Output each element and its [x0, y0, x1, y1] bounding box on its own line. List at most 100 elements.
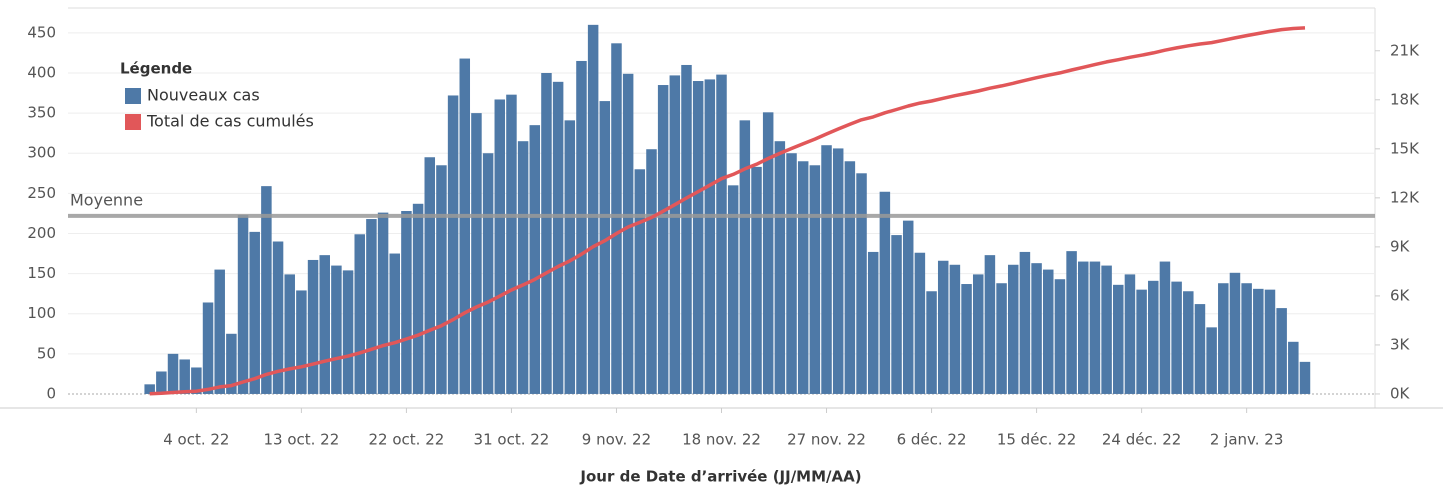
y2-tick-label: 21K: [1390, 41, 1420, 59]
bar: [506, 94, 517, 394]
bar: [354, 234, 365, 394]
bar: [401, 211, 412, 394]
bar: [1148, 280, 1159, 394]
bar: [436, 165, 447, 394]
y2-tick-label: 6K: [1390, 286, 1411, 304]
bar: [809, 165, 821, 394]
bar: [821, 145, 832, 394]
bar: [891, 235, 902, 394]
bar: [1136, 289, 1147, 394]
bar: [1113, 284, 1124, 394]
x-axis-title: Jour de Date d’arrivée (JJ/MM/AA): [579, 468, 861, 486]
bar: [634, 169, 646, 394]
y-tick-label: 100: [27, 304, 56, 322]
y2-tick-label: 15K: [1390, 139, 1420, 157]
bar: [564, 120, 576, 394]
bar: [482, 153, 494, 394]
bar: [727, 185, 739, 394]
bar: [214, 269, 225, 394]
x-tick-label: 6 déc. 22: [897, 431, 967, 449]
bar: [692, 81, 704, 394]
bar: [1101, 265, 1112, 394]
bar: [1253, 288, 1264, 394]
line: [149, 26, 1306, 396]
bar: [1229, 272, 1241, 394]
y-tick-label: 50: [37, 344, 56, 362]
bar: [377, 212, 389, 394]
bar: [576, 60, 587, 394]
bar: [832, 148, 844, 394]
bar: [226, 333, 237, 394]
bar: [856, 173, 867, 394]
y2-tick-label: 12K: [1390, 188, 1420, 206]
bar: [622, 73, 634, 394]
bar: [1078, 261, 1089, 394]
bar: [307, 259, 319, 394]
bar: [879, 191, 891, 394]
y-tick-label: 250: [27, 184, 56, 202]
bar: [1206, 327, 1217, 394]
x-tick-label: 2 janv. 23: [1210, 431, 1284, 449]
bar: [611, 43, 622, 394]
bar: [156, 371, 167, 394]
bar: [681, 64, 692, 394]
legend-title: Légende: [120, 60, 192, 78]
bar: [296, 290, 307, 394]
bar: [1019, 251, 1031, 394]
bar: [902, 220, 914, 394]
bar: [237, 215, 249, 394]
legend-label: Nouveaux cas: [147, 86, 260, 105]
x-tick-label: 13 oct. 22: [263, 431, 339, 449]
bar: [1066, 251, 1077, 394]
legend-swatch: [125, 88, 141, 104]
bar: [412, 203, 424, 394]
bar: [366, 219, 377, 394]
bar: [424, 157, 436, 394]
bar: [447, 95, 459, 394]
bar: [319, 255, 330, 394]
y2-tick-label: 18K: [1390, 90, 1420, 108]
bar: [272, 241, 284, 394]
bar: [249, 231, 260, 394]
legend-label: Total de cas cumulés: [146, 112, 314, 131]
bar: [1288, 341, 1299, 394]
y-tick-label: 450: [27, 23, 56, 41]
bar: [867, 251, 879, 394]
y-tick-label: 200: [27, 224, 56, 242]
y2-tick-label: 9K: [1390, 237, 1411, 255]
bar: [587, 24, 599, 394]
bar: [541, 72, 552, 394]
bar: [996, 283, 1007, 394]
x-tick-label: 31 oct. 22: [474, 431, 550, 449]
bar: [1276, 308, 1287, 394]
bar: [1007, 264, 1019, 394]
y2-tick-label: 0K: [1390, 384, 1411, 402]
bar: [459, 58, 471, 394]
x-tick-label: 18 nov. 22: [682, 431, 761, 449]
bar: [1031, 263, 1042, 394]
bar: [389, 253, 401, 394]
x-tick-label: 15 déc. 22: [997, 431, 1076, 449]
bar: [739, 120, 751, 394]
bar: [646, 149, 657, 394]
x-tick-label: 22 oct. 22: [369, 431, 445, 449]
y2-tick-label: 3K: [1390, 335, 1411, 353]
bar: [972, 274, 984, 394]
bar: [914, 252, 926, 394]
bar: [1241, 283, 1252, 394]
bar: [1089, 261, 1101, 394]
bar: [261, 186, 272, 394]
x-tick-label: 4 oct. 22: [163, 431, 229, 449]
bar: [191, 367, 202, 394]
bar: [1159, 261, 1171, 394]
bar: [599, 101, 611, 394]
bar: [984, 255, 996, 394]
y-tick-label: 300: [27, 144, 56, 162]
bar: [844, 161, 856, 394]
bar: [494, 99, 506, 394]
y-tick-label: 350: [27, 104, 56, 122]
bar: [1042, 269, 1054, 394]
reference-label: Moyenne: [70, 190, 143, 209]
bar: [786, 153, 797, 394]
